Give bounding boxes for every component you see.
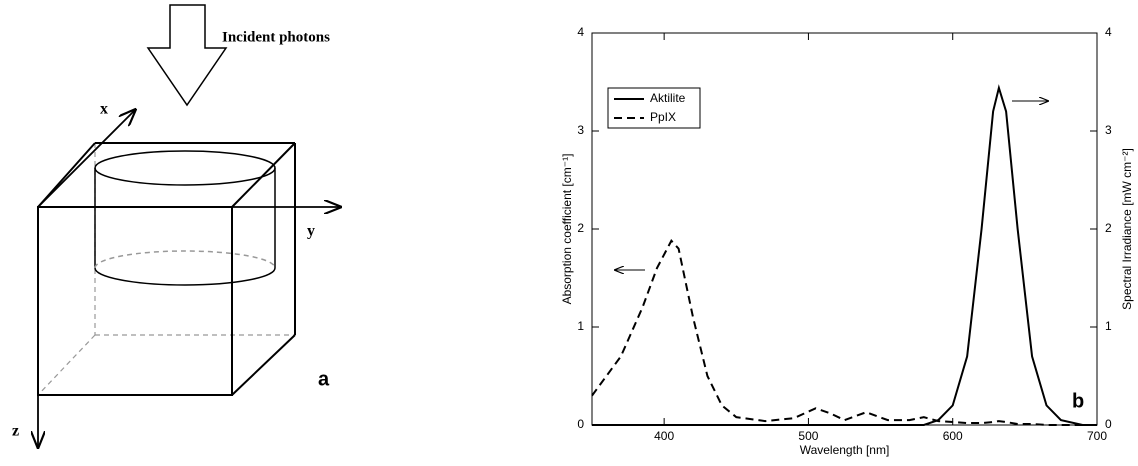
axis-label: y <box>307 223 315 240</box>
x-tick-label: 500 <box>798 429 818 443</box>
x-axis-label: Wavelength [nm] <box>800 443 890 457</box>
diagram <box>38 5 340 447</box>
series-line <box>592 88 1097 425</box>
y-tick-label: 0 <box>577 417 584 431</box>
page: {"diagram": {"incident_label": "Incident… <box>0 0 1138 466</box>
panel-label: a <box>318 368 330 390</box>
legend-label: Aktilite <box>650 91 686 105</box>
cube <box>38 143 295 395</box>
x-tick-label: 400 <box>654 429 674 443</box>
y-tick-label: 4 <box>577 25 584 39</box>
figure: Incident photons x y z a 400500600700012… <box>0 0 1138 461</box>
legend-label: PpIX <box>650 110 676 124</box>
y2-axis-label: Spectral Irradiance [mW cm⁻²] <box>1120 148 1134 310</box>
y-axis-label: Absorption coefficient [cm⁻¹] <box>560 154 574 305</box>
cylinder <box>95 151 275 285</box>
y2-tick-label: 0 <box>1105 417 1112 431</box>
y2-tick-label: 4 <box>1105 25 1112 39</box>
axis-label: z <box>12 423 19 440</box>
y-tick-label: 3 <box>577 123 584 137</box>
photon-arrow <box>148 5 226 105</box>
x-tick-label: 700 <box>1087 429 1107 443</box>
axis-label: x <box>100 101 108 118</box>
x-tick-label: 600 <box>943 429 963 443</box>
incident-label: Incident photons <box>222 29 330 45</box>
y2-tick-label: 3 <box>1105 123 1112 137</box>
panel-label: b <box>1072 390 1084 412</box>
y-tick-label: 2 <box>577 221 584 235</box>
y2-tick-label: 2 <box>1105 221 1112 235</box>
y-tick-label: 1 <box>577 319 584 333</box>
y2-tick-label: 1 <box>1105 319 1112 333</box>
